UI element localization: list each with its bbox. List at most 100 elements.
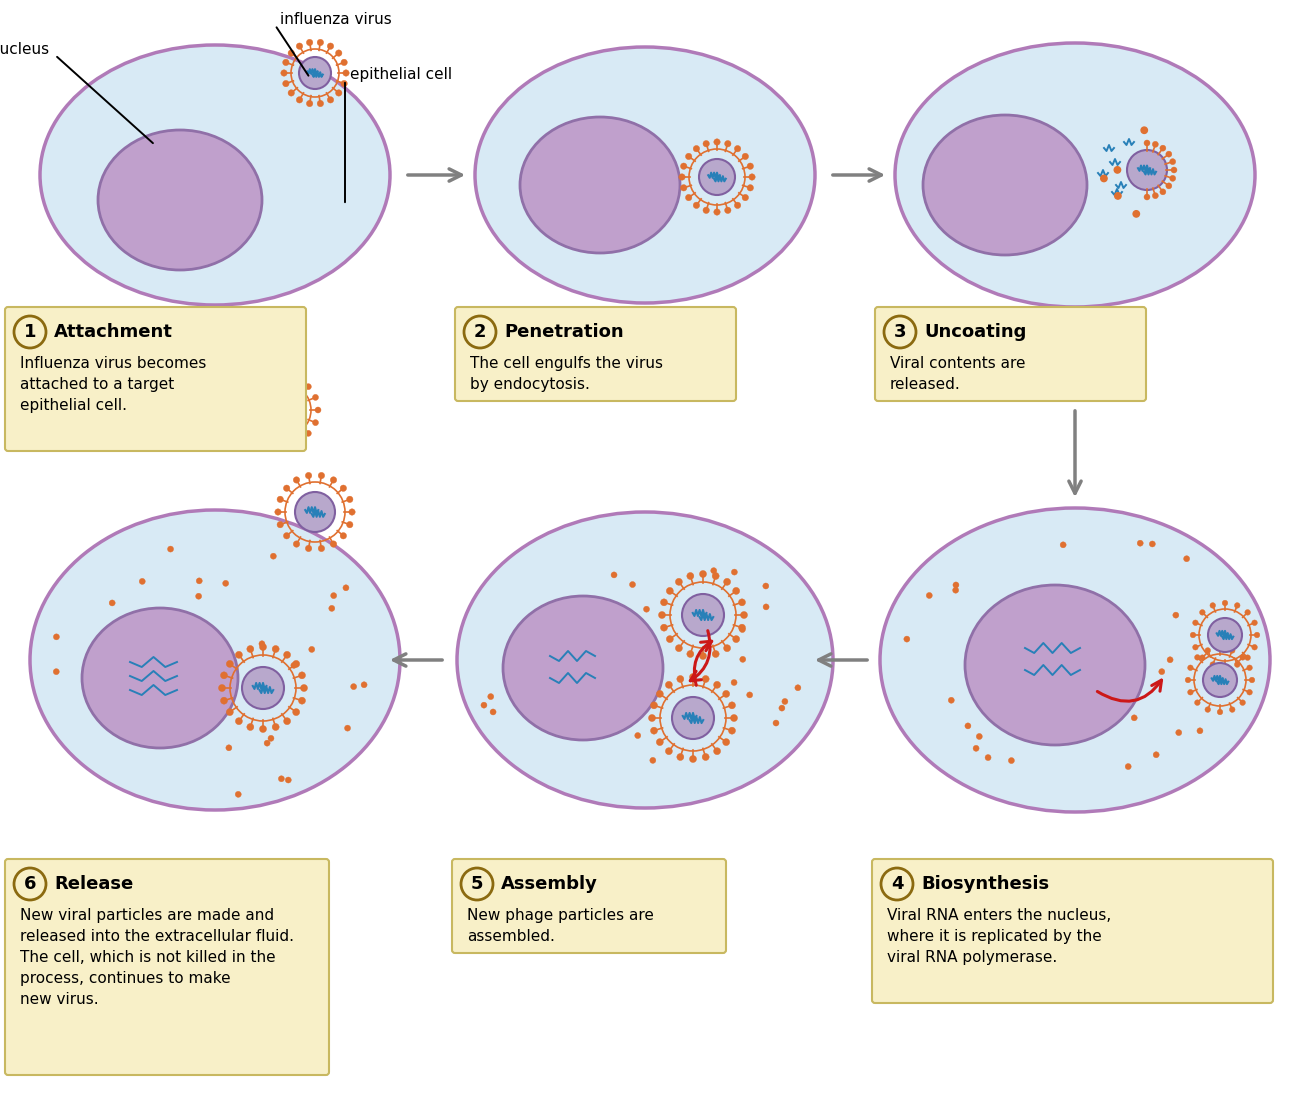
Circle shape (986, 754, 991, 761)
Text: 3: 3 (894, 323, 907, 341)
Circle shape (881, 868, 913, 900)
Circle shape (685, 194, 691, 201)
Circle shape (235, 652, 243, 658)
Circle shape (298, 697, 306, 704)
Circle shape (14, 315, 46, 349)
Circle shape (1246, 665, 1253, 671)
Circle shape (672, 697, 713, 739)
Circle shape (1188, 689, 1193, 695)
Circle shape (330, 476, 337, 483)
Circle shape (1218, 709, 1223, 715)
Circle shape (681, 184, 686, 191)
Circle shape (699, 653, 707, 660)
Circle shape (677, 753, 684, 760)
Circle shape (1144, 140, 1149, 146)
Circle shape (738, 624, 746, 631)
Circle shape (328, 43, 334, 50)
Circle shape (284, 652, 290, 658)
Text: New viral particles are made and
released into the extracellular fluid.
The cell: New viral particles are made and release… (21, 908, 294, 1007)
Circle shape (658, 611, 666, 619)
Ellipse shape (520, 117, 680, 253)
Circle shape (306, 384, 311, 389)
Text: New phage particles are
assembled.: New phage particles are assembled. (467, 908, 654, 944)
Text: Biosynthesis: Biosynthesis (921, 875, 1049, 893)
Circle shape (699, 570, 707, 578)
Circle shape (226, 708, 233, 716)
Circle shape (693, 146, 699, 152)
Circle shape (693, 202, 699, 208)
Circle shape (1191, 632, 1196, 638)
Circle shape (307, 100, 312, 107)
Circle shape (730, 715, 738, 721)
Circle shape (294, 438, 301, 443)
Circle shape (308, 646, 315, 652)
Circle shape (1153, 752, 1160, 758)
Circle shape (272, 724, 279, 730)
Circle shape (1229, 647, 1235, 653)
Circle shape (660, 624, 667, 631)
Ellipse shape (895, 43, 1255, 307)
Circle shape (223, 580, 228, 587)
Circle shape (953, 582, 958, 588)
Circle shape (293, 476, 299, 483)
Circle shape (699, 159, 735, 195)
Circle shape (1184, 556, 1189, 561)
Text: Assembly: Assembly (501, 875, 597, 893)
Circle shape (952, 587, 958, 593)
Circle shape (729, 727, 735, 735)
Text: 4: 4 (891, 875, 903, 893)
FancyBboxPatch shape (451, 859, 726, 953)
Circle shape (271, 554, 276, 559)
Ellipse shape (83, 608, 237, 748)
Circle shape (284, 533, 290, 539)
Circle shape (650, 758, 655, 763)
Circle shape (611, 572, 617, 578)
Circle shape (1218, 645, 1223, 651)
Circle shape (1144, 194, 1149, 200)
Circle shape (1009, 758, 1014, 763)
Circle shape (330, 540, 337, 547)
Text: 6: 6 (23, 875, 36, 893)
Circle shape (335, 50, 342, 56)
Circle shape (259, 726, 267, 732)
Circle shape (1160, 146, 1166, 151)
Circle shape (764, 604, 769, 610)
Circle shape (1115, 193, 1121, 200)
Circle shape (762, 583, 769, 589)
Circle shape (329, 606, 335, 611)
Circle shape (235, 791, 241, 797)
Circle shape (1173, 612, 1179, 618)
Circle shape (297, 43, 303, 50)
FancyBboxPatch shape (455, 307, 737, 401)
Circle shape (650, 727, 658, 735)
Circle shape (649, 715, 655, 721)
Circle shape (729, 702, 735, 709)
Circle shape (259, 643, 267, 651)
Ellipse shape (965, 585, 1146, 745)
Circle shape (1131, 715, 1138, 721)
Circle shape (1171, 167, 1176, 173)
Circle shape (676, 578, 682, 586)
Circle shape (666, 748, 672, 754)
Circle shape (1222, 664, 1228, 670)
Circle shape (464, 315, 495, 349)
Circle shape (341, 81, 347, 87)
Circle shape (335, 89, 342, 96)
Circle shape (343, 585, 348, 591)
Circle shape (682, 595, 724, 636)
Circle shape (722, 690, 730, 697)
Circle shape (1149, 540, 1156, 547)
Text: The cell engulfs the virus
by endocytosis.: The cell engulfs the virus by endocytosi… (470, 356, 663, 392)
Circle shape (1200, 610, 1205, 615)
Circle shape (283, 440, 288, 446)
Circle shape (1235, 602, 1240, 608)
Circle shape (306, 430, 311, 437)
Circle shape (1205, 647, 1210, 653)
Circle shape (734, 146, 740, 152)
Circle shape (795, 685, 801, 690)
Circle shape (281, 69, 288, 76)
Circle shape (301, 685, 307, 692)
Circle shape (328, 97, 334, 103)
Circle shape (196, 578, 203, 583)
Circle shape (884, 315, 916, 349)
